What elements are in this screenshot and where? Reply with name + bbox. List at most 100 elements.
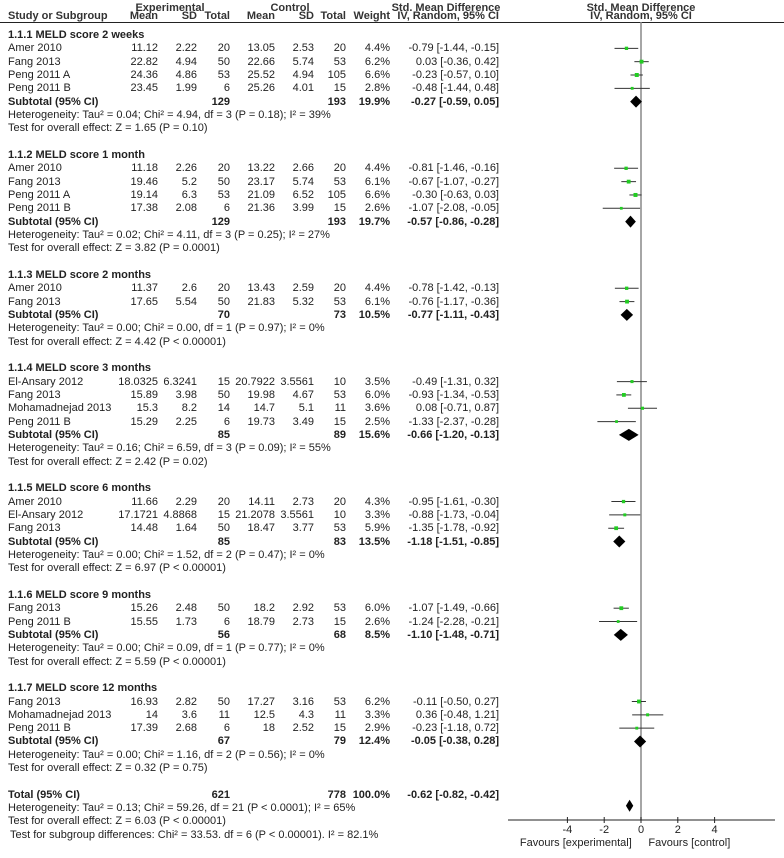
study-c-mean: 13.22 bbox=[247, 162, 275, 175]
study-e-n: 50 bbox=[217, 388, 230, 401]
study-e-sd: 4.94 bbox=[175, 55, 197, 68]
study-c-mean: 18.47 bbox=[247, 522, 275, 535]
study-c-mean: 13.43 bbox=[247, 282, 275, 295]
study-ci: -0.88 [-1.73, -0.04] bbox=[408, 508, 500, 521]
study-e-n: 14 bbox=[217, 402, 230, 415]
study-name: Fang 2013 bbox=[8, 602, 61, 615]
study-e-sd: 4.8868 bbox=[163, 508, 197, 521]
total-e-n: 621 bbox=[211, 788, 230, 801]
study-ci: -0.23 [-1.18, 0.72] bbox=[412, 722, 499, 735]
total-diamond bbox=[625, 799, 634, 812]
study-e-sd: 6.3241 bbox=[163, 375, 197, 388]
study-c-sd: 2.53 bbox=[292, 42, 314, 55]
study-e-mean: 24.36 bbox=[130, 68, 158, 81]
study-e-n: 50 bbox=[217, 55, 230, 68]
study-e-n: 50 bbox=[217, 695, 230, 708]
study-c-mean: 18.79 bbox=[247, 615, 275, 628]
study-column-header: Study or Subgroup bbox=[8, 10, 108, 22]
subtotal-diamond bbox=[613, 628, 628, 641]
study-c-sd: 3.5561 bbox=[280, 375, 314, 388]
study-e-mean: 15.3 bbox=[136, 402, 158, 415]
study-weight: 6.2% bbox=[364, 695, 390, 708]
study-e-n: 50 bbox=[217, 602, 230, 615]
study-name: Peng 2011 A bbox=[8, 68, 71, 81]
subtotal-diamond bbox=[625, 215, 636, 228]
study-marker bbox=[630, 86, 634, 90]
study-e-mean: 19.14 bbox=[130, 188, 158, 201]
study-c-sd: 6.52 bbox=[292, 188, 314, 201]
total-c-n: 778 bbox=[327, 788, 346, 801]
subtotal-ci: -0.66 [-1.20, -0.13] bbox=[407, 428, 499, 441]
study-name: Peng 2011 A bbox=[8, 188, 71, 201]
study-weight: 4.4% bbox=[364, 162, 390, 175]
subtotal-weight: 19.7% bbox=[358, 215, 390, 228]
study-weight: 2.8% bbox=[364, 82, 390, 95]
favours-experimental-label: Favours [experimental] bbox=[520, 837, 632, 849]
exp-mean-header: Mean bbox=[129, 10, 158, 22]
study-c-mean: 14.7 bbox=[253, 402, 275, 415]
subtotal-c-n: 79 bbox=[333, 735, 346, 748]
subtotal-weight: 12.4% bbox=[358, 735, 390, 748]
study-c-sd: 2.52 bbox=[292, 722, 314, 735]
total-overall-effect-text: Test for overall effect: Z = 6.03 (P < 0… bbox=[8, 815, 226, 828]
study-marker bbox=[614, 526, 619, 531]
study-c-n: 15 bbox=[333, 722, 346, 735]
study-c-n: 53 bbox=[333, 602, 346, 615]
subtotal-ci: -0.27 [-0.59, 0.05] bbox=[410, 95, 499, 108]
overall-effect-text: Test for overall effect: Z = 5.59 (P < 0… bbox=[8, 655, 226, 668]
study-c-sd: 2.92 bbox=[292, 602, 314, 615]
study-e-n: 20 bbox=[217, 42, 230, 55]
subtotal-label: Subtotal (95% CI) bbox=[8, 535, 99, 548]
study-c-mean: 18 bbox=[262, 722, 275, 735]
study-c-mean: 19.98 bbox=[247, 388, 275, 401]
subtotal-e-n: 129 bbox=[211, 95, 230, 108]
study-weight: 4.3% bbox=[364, 495, 390, 508]
study-e-mean: 15.26 bbox=[130, 602, 158, 615]
study-e-n: 15 bbox=[217, 375, 230, 388]
study-marker bbox=[625, 299, 629, 304]
study-ci: -0.67 [-1.07, -0.27] bbox=[408, 175, 500, 188]
study-e-n: 20 bbox=[217, 495, 230, 508]
heterogeneity-text: Heterogeneity: Tau² = 0.00; Chi² = 1.16,… bbox=[8, 748, 325, 761]
study-marker bbox=[646, 713, 650, 717]
study-c-mean: 19.73 bbox=[247, 415, 275, 428]
study-c-sd: 2.66 bbox=[292, 162, 314, 175]
x-tick-label: -4 bbox=[563, 824, 573, 836]
subgroup-differences-text: Test for subgroup differences: Chi² = 33… bbox=[10, 828, 379, 841]
ctl-total-header: Total bbox=[320, 10, 346, 22]
subgroup-title: 1.1.4 MELD score 3 months bbox=[8, 362, 152, 375]
subtotal-e-n: 56 bbox=[217, 628, 230, 641]
study-c-n: 10 bbox=[333, 375, 346, 388]
study-ci: -0.95 [-1.61, -0.30] bbox=[408, 495, 500, 508]
study-e-sd: 2.48 bbox=[175, 602, 197, 615]
study-marker bbox=[626, 179, 631, 184]
study-ci: -0.49 [-1.31, 0.32] bbox=[412, 375, 499, 388]
ctl-mean-header: Mean bbox=[246, 10, 275, 22]
heterogeneity-text: Heterogeneity: Tau² = 0.02; Chi² = 4.11,… bbox=[8, 228, 330, 241]
study-marker bbox=[630, 380, 634, 384]
study-name: Peng 2011 B bbox=[8, 415, 71, 428]
study-marker bbox=[621, 499, 626, 504]
study-marker bbox=[633, 192, 638, 197]
study-e-mean: 17.38 bbox=[130, 202, 158, 215]
study-c-sd: 2.59 bbox=[292, 282, 314, 295]
subtotal-c-n: 193 bbox=[327, 215, 346, 228]
subtotal-weight: 10.5% bbox=[358, 308, 390, 321]
overall-effect-text: Test for overall effect: Z = 0.32 (P = 0… bbox=[8, 762, 208, 775]
study-e-sd: 1.99 bbox=[175, 82, 197, 95]
study-c-n: 53 bbox=[333, 388, 346, 401]
study-name: Peng 2011 B bbox=[8, 202, 71, 215]
study-marker bbox=[623, 513, 627, 517]
control-header: Control bbox=[270, 2, 310, 14]
subtotal-ci: -0.57 [-0.86, -0.28] bbox=[407, 215, 499, 228]
study-e-n: 50 bbox=[217, 522, 230, 535]
study-c-mean: 12.5 bbox=[253, 708, 275, 721]
study-e-sd: 1.73 bbox=[175, 615, 197, 628]
study-c-sd: 4.01 bbox=[292, 82, 314, 95]
subtotal-c-n: 73 bbox=[333, 308, 346, 321]
study-marker bbox=[616, 620, 620, 623]
study-c-n: 15 bbox=[333, 415, 346, 428]
study-e-sd: 4.86 bbox=[175, 68, 197, 81]
study-e-mean: 17.39 bbox=[130, 722, 158, 735]
study-c-sd: 2.73 bbox=[292, 615, 314, 628]
